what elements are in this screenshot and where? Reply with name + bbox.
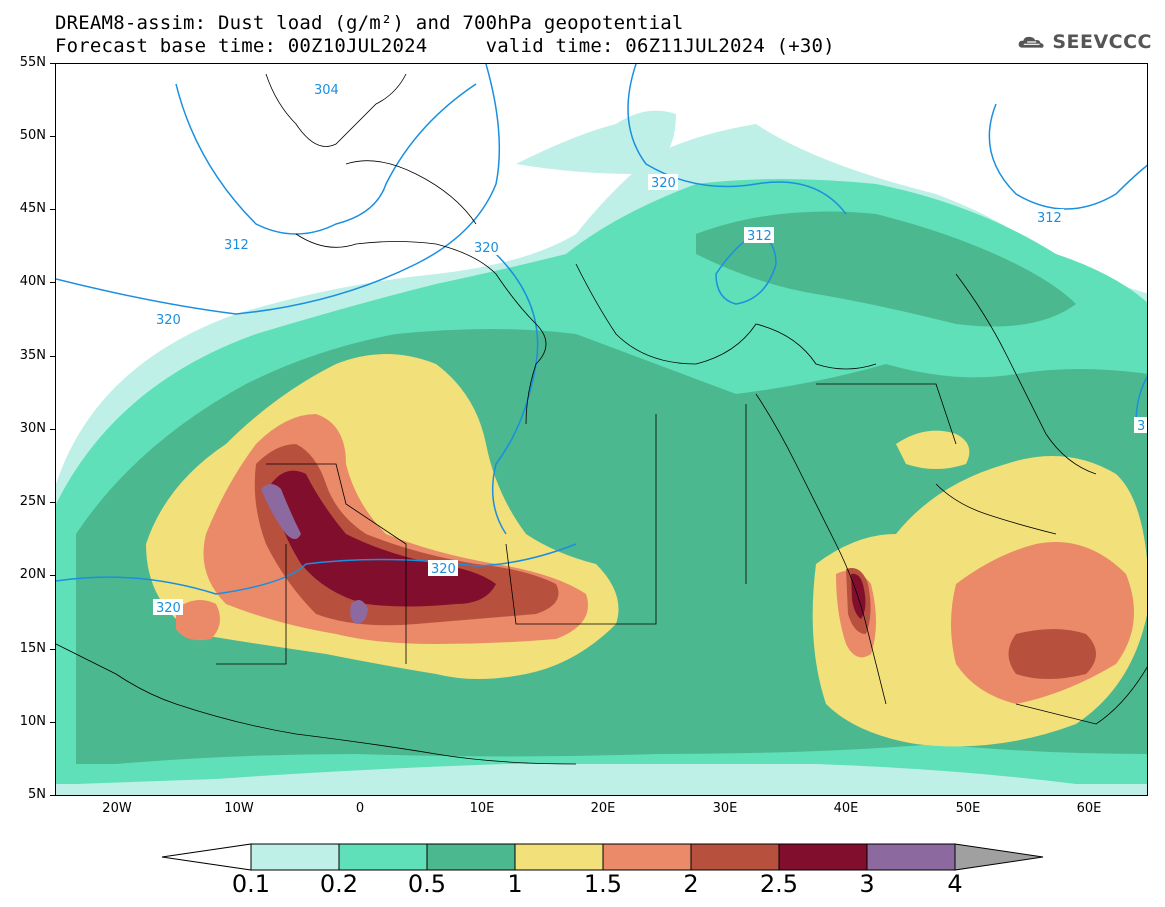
dust-layer-3-a bbox=[261, 484, 301, 539]
title-line-1: DREAM8-assim: Dust load (g/m²) and 700hP… bbox=[55, 12, 684, 34]
seevccc-logo: SEEVCCC bbox=[1017, 26, 1152, 58]
geopotential-contours bbox=[56, 64, 1147, 595]
lat-label: 10N bbox=[19, 714, 46, 729]
lat-label: 15N bbox=[19, 641, 46, 656]
colorbar-label: 0.1 bbox=[231, 870, 271, 898]
colorbar-label: 0.2 bbox=[319, 870, 359, 898]
dust-map-svg: 304 320 312 320 312 320 320 320 312 3 bbox=[56, 64, 1147, 795]
contour-label: 320 bbox=[156, 601, 181, 616]
contour-label: 320 bbox=[431, 562, 456, 577]
contour-label: 312 bbox=[1037, 211, 1062, 226]
colorbar-label: 4 bbox=[947, 870, 963, 898]
contour-label: 3 bbox=[1137, 419, 1145, 434]
title-line-2: Forecast base time: 00Z10JUL2024 valid t… bbox=[55, 35, 835, 57]
contour-label: 320 bbox=[474, 241, 499, 256]
lon-label: 30E bbox=[712, 801, 738, 816]
contour-label: 320 bbox=[651, 176, 676, 191]
lat-label: 20N bbox=[19, 567, 46, 582]
contour-label: 312 bbox=[224, 238, 249, 253]
lon-label: 50E bbox=[955, 801, 981, 816]
lat-label: 30N bbox=[19, 421, 46, 436]
coastlines bbox=[56, 73, 1147, 765]
lon-label: 10E bbox=[469, 801, 495, 816]
colorbar-label: 1 bbox=[507, 870, 523, 898]
colorbar-label: 1.5 bbox=[583, 870, 623, 898]
lat-label: 25N bbox=[19, 494, 46, 509]
dust-layer-1.5-westafrica bbox=[176, 600, 220, 641]
lat-label: 55N bbox=[19, 55, 46, 70]
colorbar bbox=[161, 843, 1044, 871]
colorbar-label: 0.5 bbox=[407, 870, 447, 898]
colorbar-label: 3 bbox=[859, 870, 875, 898]
dust-layer-3-b bbox=[350, 600, 368, 624]
colorbar-label: 2 bbox=[683, 870, 699, 898]
lat-label: 50N bbox=[19, 128, 46, 143]
lon-label: 0 bbox=[355, 801, 365, 816]
lat-label: 5N bbox=[28, 787, 46, 802]
lon-label: 20W bbox=[102, 801, 132, 816]
contour-label: 304 bbox=[314, 83, 339, 98]
dust-layer-1-egypt bbox=[896, 430, 970, 469]
dust-layer-0.1-europe bbox=[516, 110, 676, 174]
colorbar-label: 2.5 bbox=[759, 870, 799, 898]
logo-text: SEEVCCC bbox=[1052, 31, 1152, 53]
lon-label: 10W bbox=[224, 801, 254, 816]
contour-label: 320 bbox=[156, 313, 181, 328]
dust-layer-0.5-turkey bbox=[696, 211, 1076, 327]
lat-label: 40N bbox=[19, 274, 46, 289]
lat-label: 35N bbox=[19, 348, 46, 363]
contour-label: 312 bbox=[747, 229, 772, 244]
lon-label: 20E bbox=[590, 801, 616, 816]
lon-label: 40E bbox=[833, 801, 859, 816]
lat-label: 45N bbox=[19, 201, 46, 216]
dust-map: 304 320 312 320 312 320 320 320 312 3 bbox=[55, 63, 1148, 796]
cloud-logo-icon bbox=[1018, 36, 1044, 48]
contour-labels: 304 320 312 320 312 320 320 320 312 3 bbox=[153, 81, 1147, 616]
dust-layer-2-arabia bbox=[1008, 629, 1096, 679]
lon-label: 60E bbox=[1076, 801, 1102, 816]
